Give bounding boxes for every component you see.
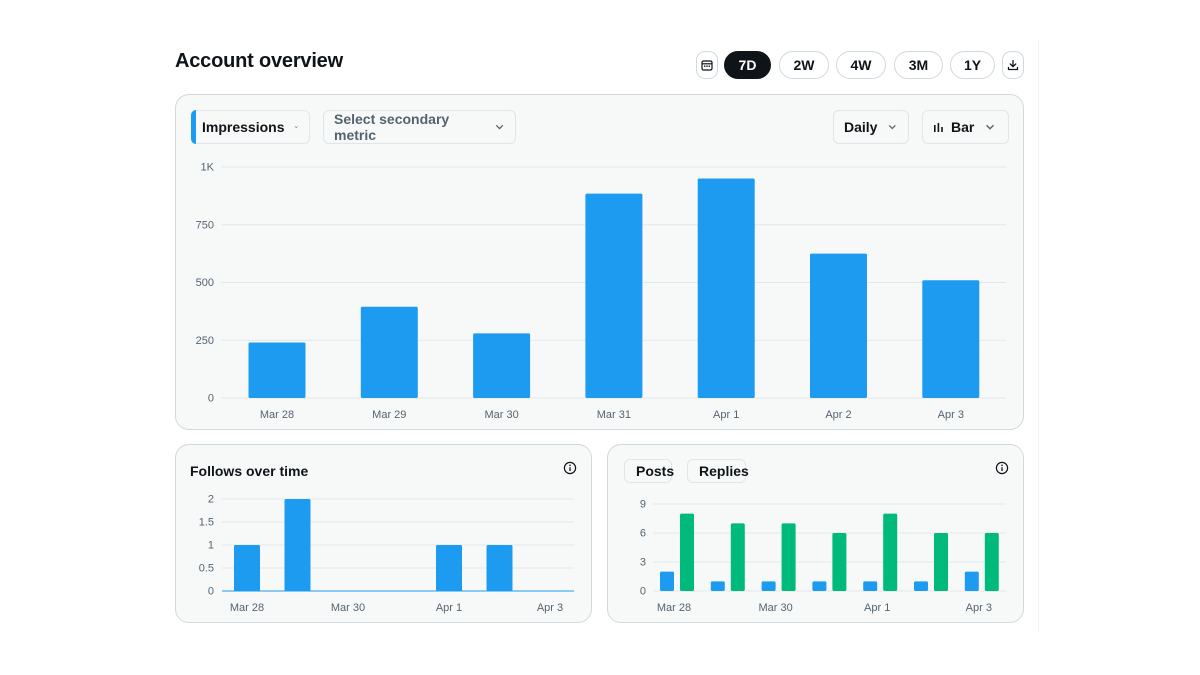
granularity-label: Daily — [844, 119, 878, 135]
bar-replies — [781, 523, 796, 591]
x-tick-label: Apr 1 — [436, 602, 462, 614]
y-tick-label: 250 — [196, 335, 214, 347]
posts-replies-bar-chart: 0 3 6 9 Mar 28 Mar 30 Apr 1 Apr 3 — [640, 499, 1006, 614]
x-tick-label: Apr 1 — [864, 602, 890, 614]
calendar-button[interactable] — [696, 51, 718, 79]
granularity-select[interactable]: Daily — [833, 110, 909, 144]
bar — [585, 193, 643, 398]
range-1y-button[interactable]: 1Y — [950, 51, 995, 79]
range-3m-button[interactable]: 3M — [894, 51, 943, 79]
x-tick-label: Apr 3 — [537, 602, 563, 614]
chart-type-select[interactable]: Bar — [922, 110, 1009, 144]
bar — [922, 280, 980, 398]
impressions-card: Impressions Select secondary metric Dail… — [175, 94, 1024, 430]
chevron-down-icon — [295, 126, 299, 129]
primary-metric-color-marker — [191, 110, 196, 144]
y-tick-label: 1K — [201, 162, 215, 174]
download-button[interactable] — [1002, 51, 1024, 79]
bar-replies — [730, 523, 745, 591]
impressions-bar-chart: 0 250 500 750 1K Mar 28 Mar 29 Mar 30 Mar 31 Apr … — [196, 162, 1006, 421]
bar-replies — [680, 513, 694, 591]
secondary-metric-placeholder: Select secondary metric — [334, 111, 450, 143]
x-tick-label: Mar 28 — [230, 602, 264, 614]
chevron-down-icon — [889, 124, 897, 130]
y-tick-label: 0.5 — [199, 563, 214, 575]
y-tick-label: 0 — [640, 586, 646, 598]
legend-replies-label: Replies — [699, 463, 749, 479]
bar-posts — [863, 581, 878, 591]
primary-metric-label: Impressions — [202, 119, 285, 135]
x-tick-label: Mar 30 — [758, 602, 792, 614]
bar — [697, 178, 755, 398]
x-tick-label: Mar 30 — [331, 602, 365, 614]
bar — [486, 545, 513, 591]
bar-replies — [883, 513, 898, 591]
x-tick-label: Apr 3 — [966, 602, 992, 614]
y-tick-label: 6 — [640, 528, 646, 540]
bar-replies — [984, 533, 999, 591]
bar-posts — [812, 581, 827, 591]
posts-replies-card: Posts Replies 0 3 6 9 Mar 28 Mar 30 Apr 1 Apr 3 — [607, 444, 1024, 623]
bar-replies — [832, 533, 847, 591]
y-tick-label: 500 — [196, 277, 214, 289]
info-icon[interactable] — [563, 461, 577, 475]
legend-posts[interactable]: Posts — [624, 459, 675, 483]
y-tick-label: 1.5 — [199, 517, 214, 529]
follows-bar-chart: 0 0.5 1 1.5 2 Mar 28 Mar 30 Apr 1 Apr 3 — [199, 494, 574, 614]
chevron-down-icon — [495, 124, 504, 130]
bar-replies — [934, 533, 948, 591]
bar — [436, 545, 462, 591]
x-tick-label: Mar 28 — [260, 409, 294, 421]
x-tick-label: Apr 3 — [938, 409, 964, 421]
legend-replies[interactable]: Replies — [687, 459, 749, 483]
range-2w-button[interactable]: 2W — [779, 51, 829, 79]
y-tick-label: 0 — [208, 393, 214, 405]
chevron-down-icon — [986, 124, 995, 130]
bar-posts — [964, 571, 979, 591]
bar-posts — [660, 571, 674, 591]
legend-posts-label: Posts — [636, 463, 675, 479]
range-4w-button[interactable]: 4W — [836, 51, 886, 79]
y-tick-label: 3 — [640, 557, 646, 569]
chart-type-label: Bar — [951, 119, 975, 135]
secondary-metric-select[interactable]: Select secondary metric — [323, 110, 516, 144]
page-title: Account overview — [175, 50, 343, 72]
download-icon — [1007, 59, 1019, 71]
y-tick-label: 9 — [640, 499, 646, 511]
follows-card: Follows over time 0 0.5 1 1.5 2 Mar 28 Mar 30 A… — [175, 444, 592, 623]
calendar-icon — [701, 60, 713, 71]
x-tick-label: Mar 29 — [372, 409, 406, 421]
bar — [360, 306, 418, 398]
bar-posts — [710, 581, 725, 591]
y-tick-label: 2 — [208, 494, 214, 506]
bar — [473, 333, 531, 398]
bar-posts — [761, 581, 776, 591]
x-tick-label: Apr 1 — [713, 409, 739, 421]
y-tick-label: 750 — [196, 219, 214, 231]
y-tick-label: 1 — [208, 540, 214, 552]
range-7d-button[interactable]: 7D — [724, 51, 771, 79]
bar — [810, 253, 867, 398]
y-tick-label: 0 — [208, 586, 214, 598]
x-tick-label: Mar 30 — [484, 409, 518, 421]
content-frame — [160, 40, 1039, 632]
x-tick-label: Mar 31 — [597, 409, 631, 421]
x-tick-label: Apr 2 — [825, 409, 851, 421]
bar — [248, 342, 306, 398]
bar — [284, 499, 311, 591]
bar-chart-icon — [934, 122, 943, 132]
primary-metric-select[interactable]: Impressions — [191, 110, 310, 144]
follows-card-title: Follows over time — [190, 463, 309, 479]
bar — [234, 545, 260, 591]
bar-posts — [914, 581, 928, 591]
x-tick-label: Mar 28 — [657, 602, 691, 614]
info-icon[interactable] — [995, 461, 1009, 475]
